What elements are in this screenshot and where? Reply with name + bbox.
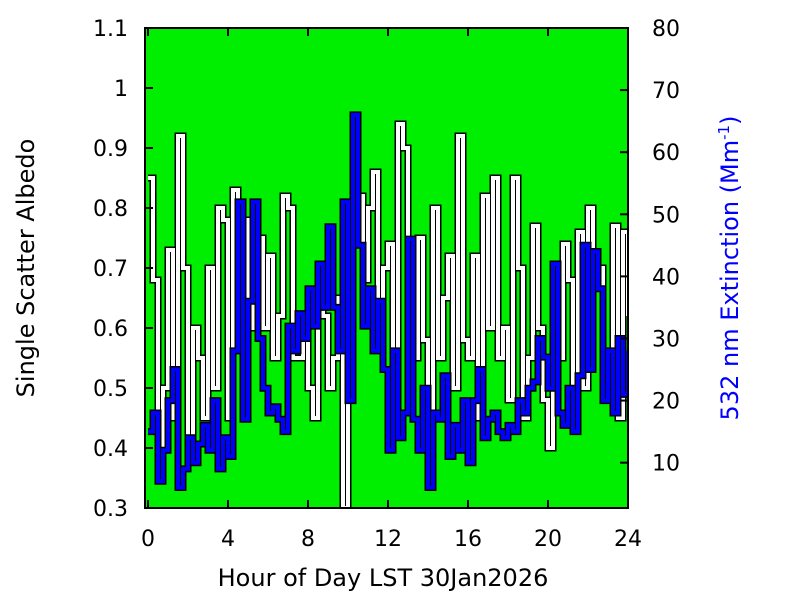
y-tick-label: 0.5 bbox=[93, 377, 128, 402]
x-tick-label: 24 bbox=[614, 527, 642, 552]
x-tick-label: 8 bbox=[301, 527, 315, 552]
x-tick-label: 12 bbox=[374, 527, 402, 552]
y2-tick-label: 30 bbox=[652, 327, 680, 352]
series-extinction bbox=[148, 111, 628, 491]
tick-layer: 0 4 8 12 16 20 24 0.3 0.4 0.5 0.6 0.7 0.8 0.9 1 1.1 10 20… bbox=[93, 17, 680, 552]
x-tick-label: 16 bbox=[454, 527, 482, 552]
y2-tick-label: 70 bbox=[652, 79, 680, 104]
y2-tick-label: 10 bbox=[652, 452, 680, 477]
y2-tick-label: 50 bbox=[652, 203, 680, 228]
y-axis-title: Single Scatter Albedo bbox=[12, 139, 40, 398]
y2-axis-title-close: ) bbox=[716, 116, 744, 125]
y-tick-label: 0.4 bbox=[93, 437, 128, 462]
series-layer bbox=[148, 111, 628, 508]
y-tick-label: 0.7 bbox=[93, 257, 128, 282]
x-tick-label: 4 bbox=[221, 527, 235, 552]
y-tick-label: 1.1 bbox=[93, 17, 128, 42]
y2-tick-label: 60 bbox=[652, 141, 680, 166]
x-axis-title: Hour of Day LST 30Jan2026 bbox=[218, 564, 549, 592]
x-tick-label: 0 bbox=[141, 527, 155, 552]
y2-tick-label: 20 bbox=[652, 390, 680, 415]
y-tick-label: 0.6 bbox=[93, 317, 128, 342]
y2-axis-title-sup: -1 bbox=[715, 125, 733, 140]
series-albedo bbox=[148, 114, 628, 508]
y-tick-label: 0.9 bbox=[93, 137, 128, 162]
series-line bbox=[148, 116, 628, 508]
y-tick-label: 0.8 bbox=[93, 197, 128, 222]
y-tick-label: 0.3 bbox=[93, 497, 128, 522]
y2-tick-label: 40 bbox=[652, 265, 680, 290]
series-line bbox=[148, 112, 628, 490]
x-tick-label: 20 bbox=[534, 527, 562, 552]
y2-tick-label: 80 bbox=[652, 17, 680, 42]
y2-axis-title-main: 532 nm Extinction (Mm bbox=[716, 140, 744, 421]
y2-axis-title: 532 nm Extinction (Mm-1) bbox=[715, 116, 744, 421]
y-tick-label: 1 bbox=[114, 77, 128, 102]
